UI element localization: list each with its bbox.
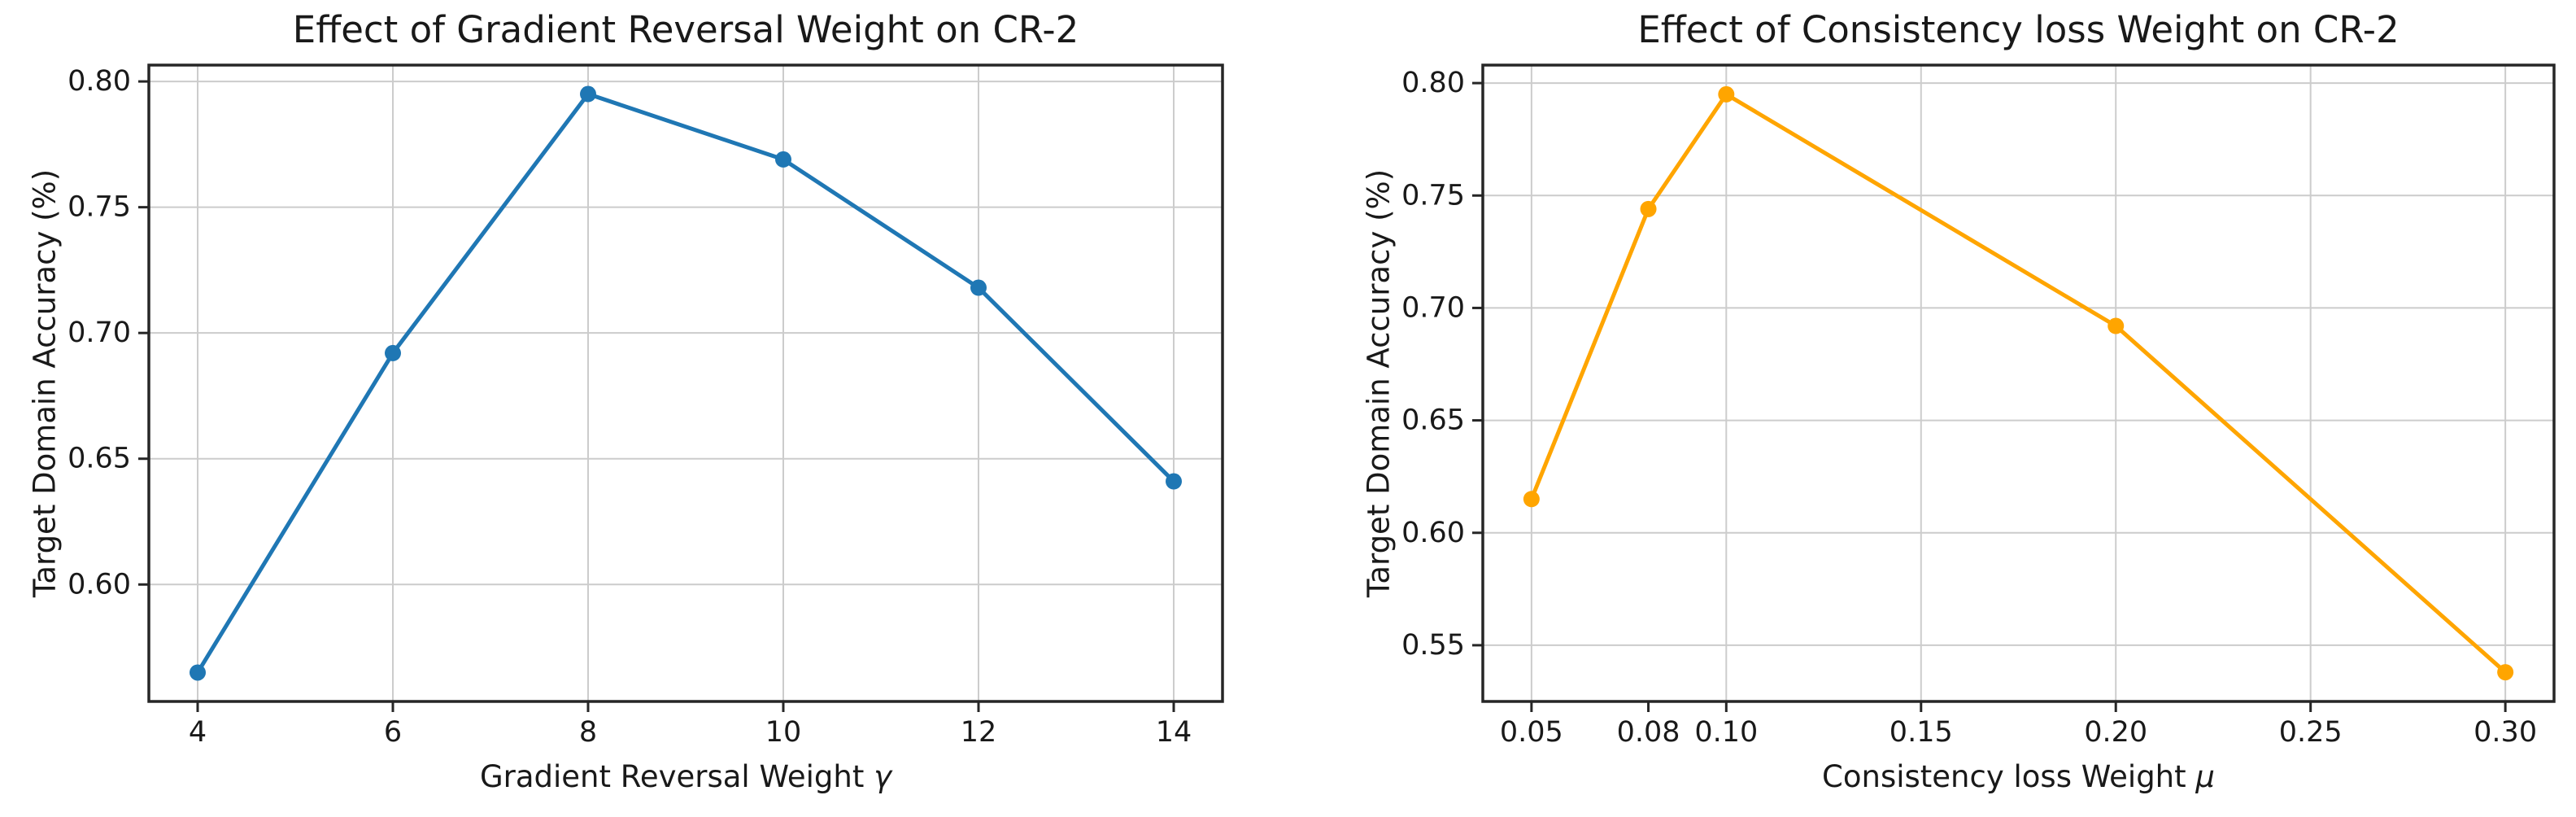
right-chart-y-axis: 0.55 0.60 0.65 0.70 0.75 0.80	[1401, 67, 1483, 662]
right-chart-plot-frame	[1481, 63, 2556, 703]
right-chart-markers	[1523, 85, 2514, 681]
right-chart-x-axis: 0.05 0.08 0.10 0.15 0.20 0.25 0.30	[1500, 701, 2537, 749]
data-point-marker	[2107, 317, 2125, 334]
x-axis-label-text: Gradient Reversal Weight	[480, 759, 874, 794]
right-chart-data-line	[1529, 92, 2508, 675]
y-tick-label: 0.65	[1401, 404, 1465, 437]
x-tick-label: 0.25	[2279, 716, 2343, 749]
left-chart-y-axis: 0.60 0.65 0.70 0.75 0.80	[68, 65, 149, 601]
x-tick-label: 8	[579, 716, 597, 749]
left-chart-x-axis: 4 6 8 10 12 14	[189, 701, 1192, 749]
x-tick-label: 6	[384, 716, 402, 749]
right-chart: 0.05 0.08 0.10 0.15 0.20 0.25 0.30 0.55 0.60 0.65…	[1362, 8, 2556, 794]
x-axis-label-symbol: γ	[874, 759, 893, 794]
y-tick-label: 0.80	[1401, 67, 1465, 99]
data-point-marker	[2497, 664, 2514, 681]
y-tick-label: 0.70	[68, 317, 131, 349]
right-chart-title: Effect of Consistency loss Weight on CR-…	[1637, 8, 2399, 51]
left-chart-x-axis-label: Gradient Reversal Weight γ	[480, 759, 893, 794]
y-tick-label: 0.60	[1401, 517, 1465, 549]
y-tick-label: 0.75	[1401, 179, 1465, 212]
x-tick-label: 0.15	[1890, 716, 1953, 749]
data-point-marker	[385, 344, 401, 361]
left-chart-y-axis-label: Target Domain Accuracy (%)	[28, 169, 63, 598]
y-tick-label: 0.70	[1401, 291, 1465, 324]
y-tick-label: 0.80	[68, 65, 131, 98]
x-tick-label: 0.10	[1694, 716, 1758, 749]
left-chart-title: Effect of Gradient Reversal Weight on CR…	[293, 8, 1079, 51]
data-point-marker	[580, 85, 596, 103]
right-chart-y-axis-label: Target Domain Accuracy (%)	[1362, 169, 1397, 598]
x-tick-label: 0.30	[2474, 716, 2537, 749]
left-chart: 4 6 8 10 12 14 0.60 0.65 0.70 0.75 0.80 Effect of G…	[28, 8, 1224, 794]
data-point-marker	[1166, 473, 1182, 490]
right-chart-grid	[1483, 65, 2554, 701]
left-chart-plot-frame	[147, 63, 1224, 703]
data-point-marker	[1718, 85, 1735, 103]
x-tick-label: 0.20	[2084, 716, 2147, 749]
y-tick-label: 0.75	[68, 191, 131, 224]
x-tick-label: 0.05	[1500, 716, 1563, 749]
x-axis-label-text: Consistency loss Weight	[1822, 759, 2195, 794]
x-axis-label-symbol: μ	[2195, 759, 2215, 794]
data-point-marker	[1523, 491, 1540, 508]
left-chart-grid	[149, 65, 1223, 701]
x-tick-label: 10	[765, 716, 802, 749]
right-chart-x-axis-label: Consistency loss Weight μ	[1822, 759, 2215, 794]
left-chart-markers	[190, 85, 1182, 681]
y-tick-label: 0.60	[68, 568, 131, 601]
x-tick-label: 4	[189, 716, 207, 749]
x-tick-label: 0.08	[1617, 716, 1680, 749]
data-point-marker	[1640, 200, 1657, 217]
y-tick-label: 0.55	[1401, 629, 1465, 662]
left-chart-data-line	[195, 92, 1176, 675]
data-point-marker	[775, 151, 791, 168]
data-point-marker	[970, 279, 987, 296]
x-tick-label: 14	[1156, 716, 1192, 749]
data-point-marker	[190, 664, 206, 681]
y-tick-label: 0.65	[68, 443, 131, 475]
x-tick-label: 12	[961, 716, 997, 749]
